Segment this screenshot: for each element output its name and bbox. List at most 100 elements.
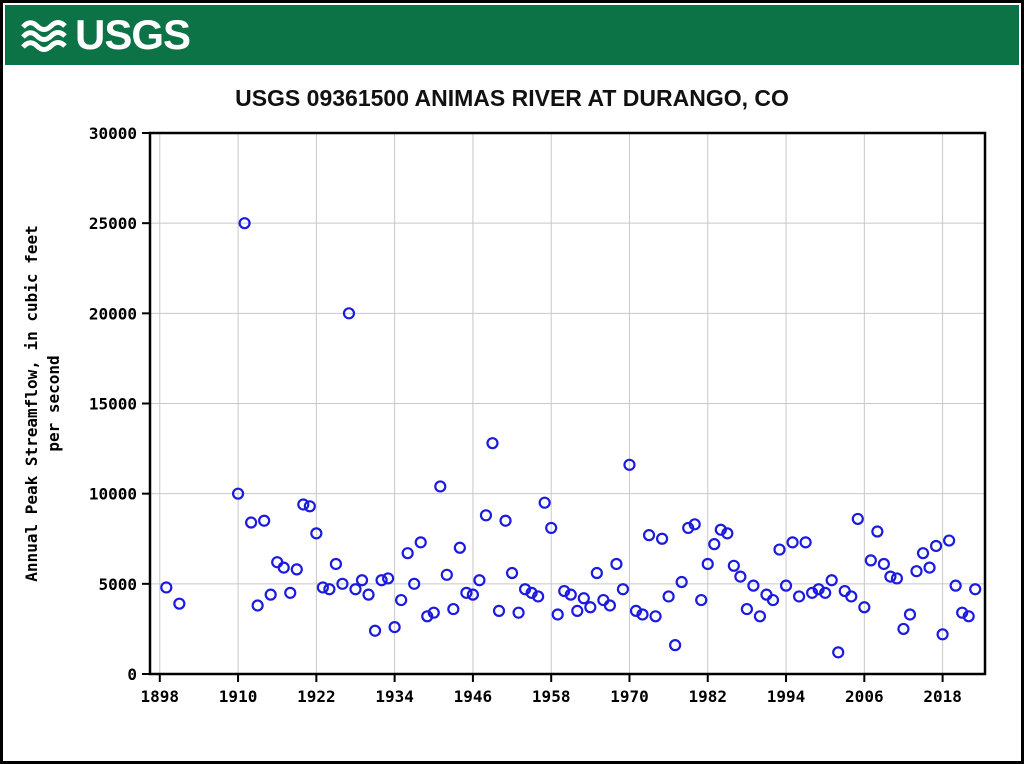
data-point <box>629 604 643 617</box>
data-point <box>812 583 825 596</box>
x-tick-label: 1982 <box>688 687 727 706</box>
data-point <box>284 586 297 599</box>
data-point <box>864 554 877 567</box>
data-point <box>545 521 558 535</box>
data-point <box>395 593 408 607</box>
y-tick-label: 25000 <box>89 214 137 233</box>
data-point <box>453 541 466 554</box>
data-point <box>460 586 473 599</box>
data-point <box>616 583 630 596</box>
data-point <box>525 586 538 599</box>
data-point <box>329 557 343 571</box>
data-point <box>297 498 310 511</box>
data-point <box>688 518 701 531</box>
data-point <box>962 610 975 623</box>
data-point <box>375 574 388 587</box>
data-point <box>910 565 923 578</box>
data-point <box>310 527 323 540</box>
scatter-plot: 1898 1910 1922 1934 1946 1958 1970 1982 1994 2006… <box>3 118 1021 749</box>
data-point <box>479 509 493 522</box>
data-point <box>903 608 917 621</box>
data-point <box>466 588 480 601</box>
data-point <box>884 570 897 583</box>
data-point <box>264 588 277 601</box>
data-point <box>349 583 362 596</box>
scatter-plot-svg: 1898 1910 1922 1934 1946 1958 1970 1982 1994 2006… <box>22 124 987 706</box>
data-point <box>825 574 838 587</box>
data-point <box>897 622 910 636</box>
data-point <box>753 610 767 623</box>
y-tick-label: 20000 <box>89 304 137 323</box>
data-point <box>316 581 329 594</box>
data-point <box>747 579 760 592</box>
data-point <box>173 597 186 610</box>
y-axis-title-line1: Annual Peak Streamflow, in cubic feet <box>22 225 41 581</box>
data-point <box>564 588 577 601</box>
y-tick-label: 30000 <box>89 124 137 143</box>
data-point <box>251 599 264 612</box>
x-tick-label: 1970 <box>610 687 649 706</box>
data-point <box>936 628 949 641</box>
data-point <box>877 557 890 571</box>
data-point <box>819 586 832 599</box>
data-point <box>662 590 675 603</box>
data-point <box>271 556 284 569</box>
x-tick-label: 1898 <box>141 687 180 706</box>
data-point <box>851 512 864 526</box>
data-point <box>414 536 427 549</box>
x-tick-label: 2018 <box>923 687 962 706</box>
data-point <box>336 577 349 590</box>
data-point <box>792 590 806 603</box>
data-point <box>734 570 747 583</box>
data-point <box>388 621 401 634</box>
data-point <box>682 521 695 535</box>
data-point <box>929 539 943 553</box>
data-point <box>290 563 303 576</box>
data-point <box>740 602 753 616</box>
data-point <box>323 583 336 596</box>
chart-title: USGS 09361500 ANIMAS RIVER AT DURANGO, C… <box>235 85 789 111</box>
data-point <box>597 593 610 607</box>
usgs-header-banner: USGS <box>5 5 1019 65</box>
data-point <box>956 606 969 619</box>
data-point <box>949 579 962 592</box>
data-point <box>649 610 662 623</box>
data-point <box>623 458 636 471</box>
data-point <box>512 606 525 619</box>
data-point <box>636 608 649 621</box>
data-point <box>714 523 727 536</box>
usgs-logo: USGS <box>21 11 191 58</box>
data-point <box>760 588 773 601</box>
data-point <box>701 557 714 571</box>
y-axis-title-line2: per second <box>44 355 63 451</box>
data-point <box>779 579 793 592</box>
data-point <box>382 572 395 585</box>
data-point <box>558 584 571 598</box>
data-point <box>342 307 356 320</box>
data-point <box>538 496 551 509</box>
data-point <box>871 525 884 538</box>
data-point <box>355 574 369 587</box>
data-point <box>766 593 780 607</box>
data-point <box>440 568 453 581</box>
data-point <box>532 590 545 603</box>
data-point <box>806 586 819 599</box>
data-point <box>277 561 290 574</box>
x-tick-label: 2006 <box>845 687 884 706</box>
data-point <box>473 574 486 587</box>
data-point <box>916 547 930 560</box>
x-tick-label: 1946 <box>454 687 493 706</box>
data-point <box>551 608 564 621</box>
data-point <box>832 646 845 659</box>
usgs-logo-text: USGS <box>75 11 191 58</box>
y-tick-label: 0 <box>127 665 137 684</box>
data-point <box>695 593 708 607</box>
data-point <box>518 583 532 596</box>
data-point <box>642 529 656 542</box>
y-tick-label: 15000 <box>89 395 137 414</box>
data-point <box>258 514 271 527</box>
x-tick-label: 1994 <box>767 687 806 706</box>
data-point <box>505 566 519 580</box>
data-point <box>421 610 434 623</box>
data-point <box>858 601 871 614</box>
